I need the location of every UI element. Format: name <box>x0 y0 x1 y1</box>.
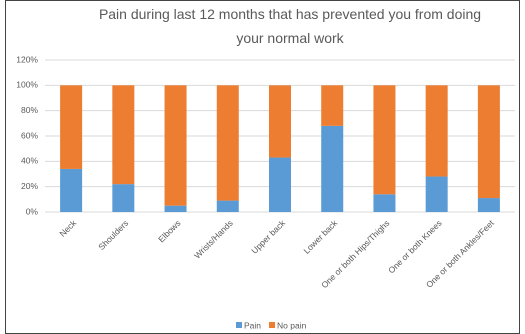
bar-segment <box>164 205 187 212</box>
x-tick-label: Elbows <box>156 218 182 244</box>
bar-segment <box>164 85 187 206</box>
bar-segment <box>373 85 396 195</box>
bar-segment <box>216 85 239 201</box>
x-tick-label: Upper back <box>249 217 287 255</box>
bar-segment <box>321 85 344 126</box>
bar-segment <box>60 85 83 169</box>
bar-segment <box>425 85 448 177</box>
bar-segment <box>373 194 396 212</box>
legend-label: Pain <box>244 320 261 330</box>
y-tick-label: 20% <box>21 181 38 191</box>
bar-segment <box>477 85 500 199</box>
bar-segment <box>269 85 291 158</box>
x-tick-label: One or both Knees <box>386 218 444 276</box>
y-tick-label: 80% <box>21 105 38 115</box>
y-tick-label: 40% <box>21 156 38 166</box>
bar-segment <box>425 176 448 212</box>
bar-segment <box>216 200 239 212</box>
x-tick-label: Lower back <box>301 217 339 255</box>
bar-segment <box>269 157 291 212</box>
x-tick-label: Neck <box>57 217 78 238</box>
y-tick-label: 0% <box>26 206 39 216</box>
x-tick-label: Wrists/Hands <box>192 218 235 261</box>
y-tick-label: 60% <box>21 130 38 140</box>
bar-segment <box>60 168 83 212</box>
legend-swatch <box>236 322 242 328</box>
y-tick-label: 120% <box>16 54 38 64</box>
bar-segment <box>321 125 344 212</box>
chart-title: Pain during last 12 months that has prev… <box>98 6 482 46</box>
legend-label: No pain <box>277 320 307 330</box>
bar-segment <box>477 198 500 212</box>
bar-segment <box>112 85 135 185</box>
x-tick-label: Shoulders <box>96 218 130 252</box>
bar-segment <box>112 184 135 212</box>
legend-swatch <box>269 322 276 328</box>
y-tick-label: 100% <box>16 80 38 90</box>
